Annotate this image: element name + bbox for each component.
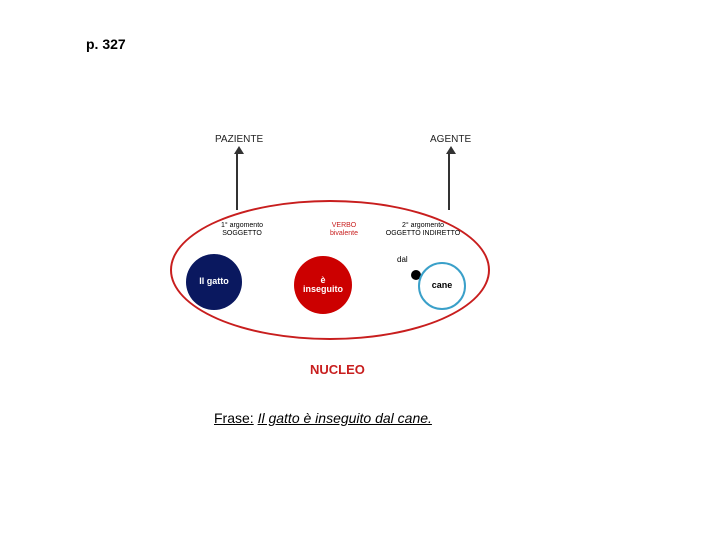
arrow-up-left [236,152,238,210]
role-label-paziente: PAZIENTE [215,134,263,145]
node-object-text: cane [432,281,453,290]
label-arg2: 2° argomento OGGETTO INDIRETTO [380,222,466,237]
arrow-up-right [448,152,450,210]
label-nucleo: NUCLEO [310,362,365,377]
label-arg1: 1° argomento SOGGETTO [214,222,270,237]
label-verb: VERBO bivalente [316,222,372,237]
role-label-agente: AGENTE [430,134,471,145]
label-arg1-line1: 1° argomento [214,222,270,230]
node-verb-text: è inseguito [303,276,343,295]
sentence-label: Frase: [214,410,254,426]
node-object: cane [418,262,466,310]
label-arg1-line2: SOGGETTO [214,230,270,238]
label-verb-line2: bivalente [316,230,372,238]
node-verb: è inseguito [294,256,352,314]
label-arg2-line1: 2° argomento [380,222,466,230]
label-preposition: dal [397,256,408,265]
node-verb-line2: inseguito [303,284,343,294]
node-subject-text: Il gatto [199,277,229,286]
sentence-text: Il gatto è inseguito dal cane. [258,410,432,426]
node-subject: Il gatto [186,254,242,310]
page-reference: p. 327 [86,36,126,52]
label-verb-line1: VERBO [316,222,372,230]
sentence: Frase: Il gatto è inseguito dal cane. [214,410,432,426]
label-arg2-line2: OGGETTO INDIRETTO [380,230,466,238]
